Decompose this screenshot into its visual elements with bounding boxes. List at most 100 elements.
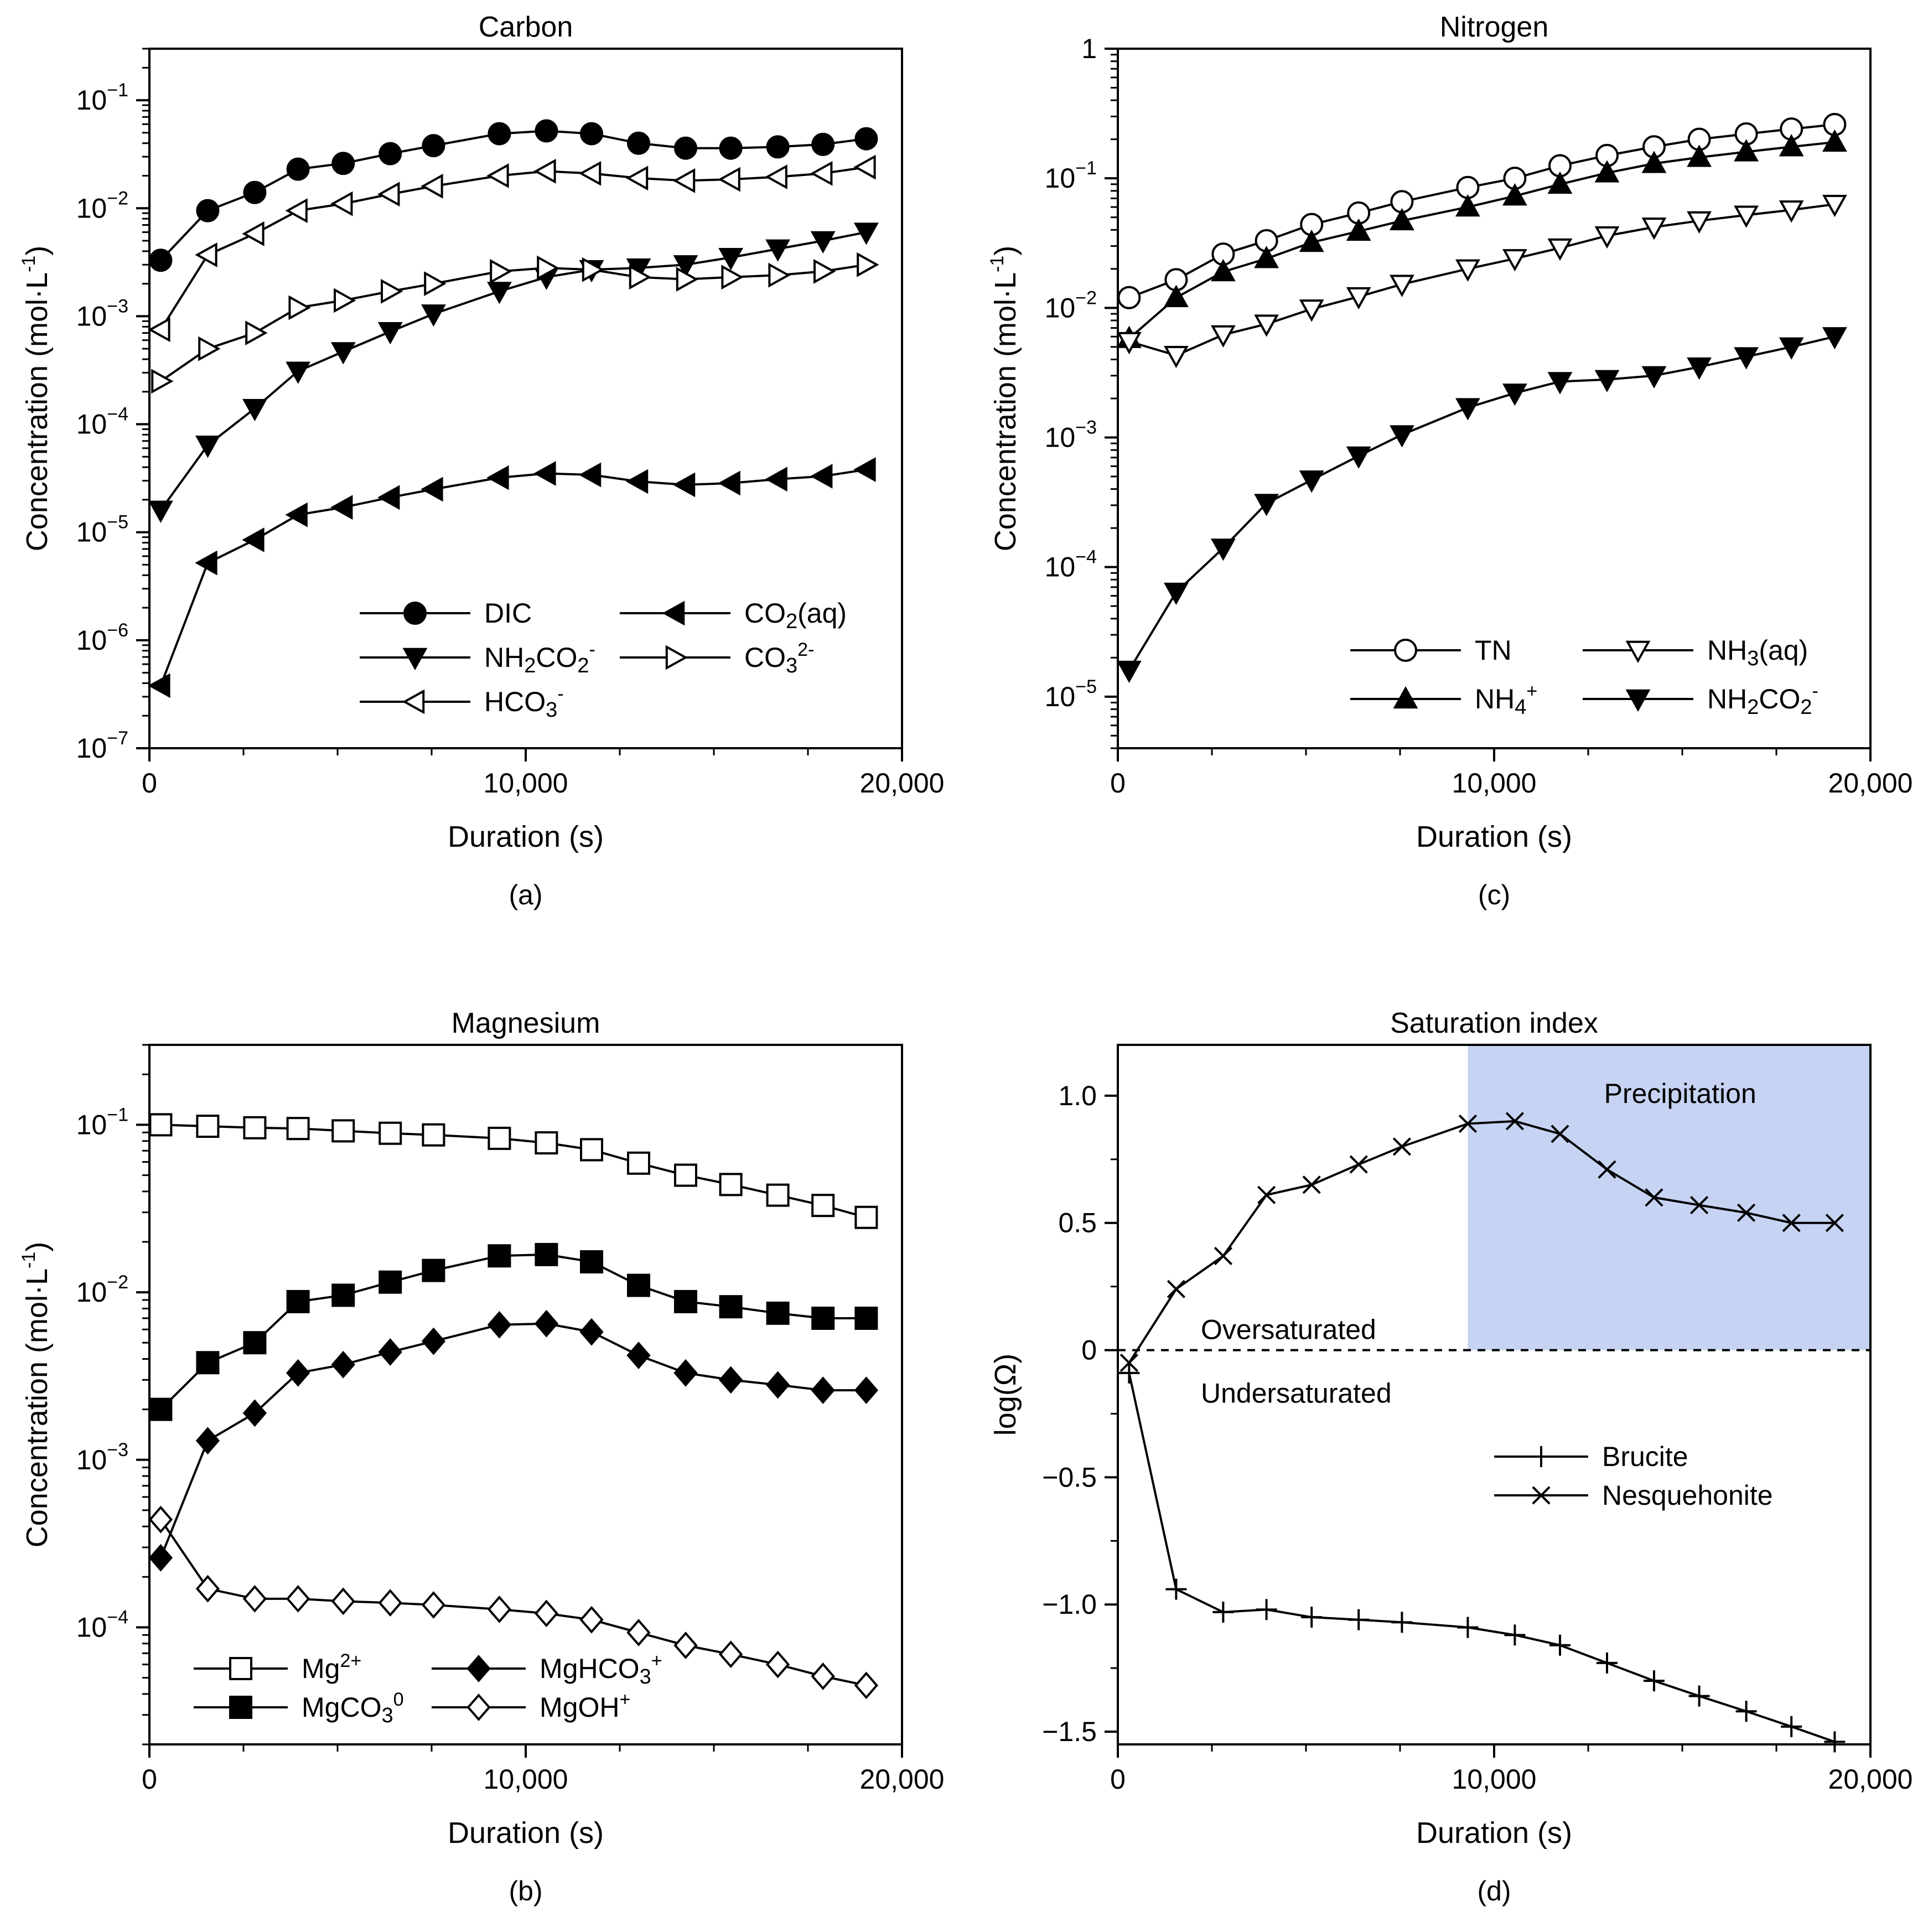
y-tick-exponent: −1 xyxy=(107,80,128,101)
y-tick-exponent: −4 xyxy=(107,404,128,425)
data-point xyxy=(578,160,602,186)
data-point xyxy=(490,259,512,284)
series-mgoh- xyxy=(148,1505,879,1700)
data-point xyxy=(578,462,602,488)
legend-label: NH4​+​ xyxy=(1475,681,1537,719)
data-point xyxy=(765,239,790,262)
data-point xyxy=(811,1376,835,1405)
data-point xyxy=(1165,1578,1187,1600)
data-point xyxy=(535,119,558,143)
y-tick-exponent: −3 xyxy=(107,1439,128,1460)
data-point xyxy=(813,259,836,284)
y-tick-exponent: −1 xyxy=(107,1104,128,1125)
data-point xyxy=(1822,327,1847,350)
legend-label-part: - xyxy=(1812,681,1818,702)
series-line xyxy=(159,1253,867,1411)
data-point xyxy=(535,1242,558,1266)
data-point xyxy=(1505,1112,1525,1131)
y-tick-base: 10 xyxy=(76,1444,107,1475)
data-point xyxy=(582,257,605,282)
data-point xyxy=(196,199,220,222)
data-point xyxy=(1348,1609,1370,1630)
data-point xyxy=(534,1309,559,1338)
data-point xyxy=(149,1113,173,1137)
y-tick-label: 10−2 xyxy=(76,188,128,224)
legend-label-part: NH xyxy=(484,642,524,673)
y-tick-exponent: −3 xyxy=(107,296,128,317)
data-point xyxy=(1644,1670,1665,1692)
legend-marker xyxy=(1625,689,1651,712)
x-tick-label: 20,000 xyxy=(1828,1764,1913,1795)
legend-label-part: 2+ xyxy=(340,1650,361,1671)
data-point xyxy=(1594,370,1620,392)
data-point xyxy=(1392,1137,1412,1156)
data-point xyxy=(1822,129,1847,152)
data-point xyxy=(1455,259,1480,282)
y-tick-base: 10 xyxy=(76,301,107,332)
data-point xyxy=(488,1126,511,1150)
data-point xyxy=(377,182,400,207)
legend-label-part: Brucite xyxy=(1602,1441,1688,1472)
legend-label: MgHCO3​+​ xyxy=(540,1650,662,1688)
legend-label-part: MgCO xyxy=(302,1692,381,1723)
y-tick-label: 10−1 xyxy=(76,80,128,116)
legend-marker xyxy=(402,689,425,714)
data-point xyxy=(1825,1214,1844,1232)
legend-marker xyxy=(229,1657,252,1680)
data-point xyxy=(286,157,310,181)
data-point xyxy=(486,163,509,188)
data-point xyxy=(286,1289,310,1313)
data-point xyxy=(285,198,308,224)
legend-label: CO2​(aq) xyxy=(744,598,847,633)
data-point xyxy=(488,122,511,146)
data-point xyxy=(1212,1601,1234,1623)
data-point xyxy=(1687,357,1712,380)
series-line xyxy=(159,166,867,330)
data-point xyxy=(811,132,835,156)
panel-title: Carbon xyxy=(479,11,573,43)
y-tick-exponent: −2 xyxy=(107,1272,128,1293)
data-point xyxy=(1597,1652,1618,1674)
data-point xyxy=(242,1585,267,1613)
data-point xyxy=(1547,238,1573,261)
data-point xyxy=(242,527,265,552)
data-point xyxy=(718,248,743,271)
data-point xyxy=(1211,258,1236,282)
data-point xyxy=(1301,1607,1323,1628)
legend-label: NH2​CO2​-​ xyxy=(484,639,595,677)
series-line xyxy=(1128,123,1835,299)
data-point xyxy=(286,361,310,384)
data-point xyxy=(765,1371,790,1399)
data-point xyxy=(1167,1280,1186,1298)
legend-label-part: HCO xyxy=(484,686,546,717)
series-line xyxy=(1128,1372,1836,1743)
data-point xyxy=(1502,249,1527,272)
data-point xyxy=(148,1505,173,1534)
data-point xyxy=(1346,287,1371,310)
series-hco3- xyxy=(148,154,876,343)
legend-label-part: MgHCO xyxy=(540,1653,640,1684)
data-point xyxy=(674,1163,697,1187)
y-tick-label: 10−1 xyxy=(76,1104,128,1140)
data-point xyxy=(1254,314,1279,337)
data-point xyxy=(330,495,353,520)
panel-title: Saturation index xyxy=(1390,1007,1598,1039)
y-tick-exponent: −2 xyxy=(1075,287,1097,308)
series-line xyxy=(159,1322,867,1558)
y-tick-label: 10−7 xyxy=(76,728,128,764)
data-point xyxy=(811,1306,835,1330)
data-point xyxy=(1594,226,1620,249)
y-tick-base: 10 xyxy=(76,517,107,548)
data-point xyxy=(854,1376,879,1405)
data-point xyxy=(381,279,403,304)
data-point xyxy=(1734,347,1759,370)
legend-label-part: + xyxy=(1526,681,1537,702)
y-axis-label: Concentration (mol·L-1) xyxy=(18,246,54,551)
data-point xyxy=(1689,1195,1709,1215)
legend-label-part: NH xyxy=(1707,635,1747,666)
data-point xyxy=(627,1273,650,1297)
data-point xyxy=(1824,1731,1846,1753)
data-point xyxy=(676,267,699,292)
data-point xyxy=(421,304,446,327)
